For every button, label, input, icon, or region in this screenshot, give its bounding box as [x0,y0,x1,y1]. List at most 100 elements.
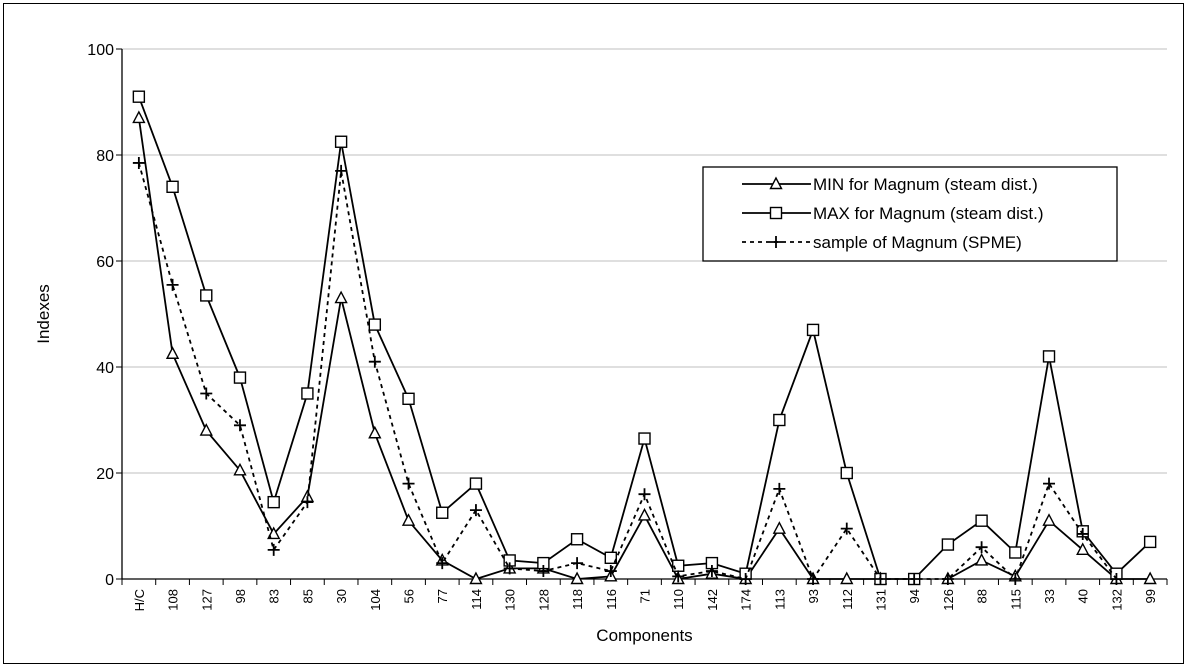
y-tick-label: 40 [96,360,114,377]
data-point [334,135,348,148]
data-point [773,482,786,495]
x-tick-label: 113 [772,589,787,610]
x-tick-label: 85 [300,589,315,603]
data-point [840,522,853,535]
data-point [672,570,685,583]
x-tick-label: 142 [705,589,720,611]
x-tick-label: 127 [199,589,214,611]
data-point [233,371,247,384]
data-point [267,543,280,556]
data-point [1009,546,1022,559]
x-tick-label: 98 [233,589,248,603]
data-point [368,355,381,368]
x-tick-label: 104 [368,589,383,611]
data-point [1143,535,1157,549]
data-point [1076,542,1090,556]
y-tick-labels: 0 20 40 60 80 100 [87,42,114,589]
data-point [200,387,213,400]
x-tick-label: 40 [1076,589,1091,603]
data-point [368,318,382,331]
y-tick-label: 100 [87,42,114,59]
data-point [165,346,180,359]
data-point [874,573,887,585]
data-point [941,538,955,551]
x-tick-label: 112 [840,589,855,610]
y-tick-label: 60 [96,254,114,271]
data-point [401,513,416,526]
x-tick-label: 108 [166,589,181,611]
x-tick-labels: H/C 108 127 98 83 85 30 104 56 77 114 130 128 118 116 7… [132,589,1158,611]
legend-marker [769,206,783,220]
x-tick-label: 30 [334,589,349,603]
x-axis-title: Components [596,626,692,645]
y-tick-label: 0 [105,572,114,589]
data-point [974,552,989,566]
data-point [975,541,988,554]
legend-label: sample of Magnum (SPME) [813,233,1022,252]
data-point [941,573,954,585]
series-line [137,162,1118,581]
data-point [975,514,988,527]
data-point [840,466,853,480]
legend-marker [770,236,782,248]
data-point [739,573,752,585]
data-point [638,432,651,445]
data-point [1143,571,1157,585]
data-point [773,413,786,427]
data-point [1110,573,1123,585]
x-tick-label: 110 [671,589,686,610]
legend-marker [769,176,783,190]
series-square [132,90,1157,586]
x-tick-label: 88 [975,589,990,603]
axes [121,49,1168,585]
data-point [402,392,415,405]
legend-label: MAX for Magnum (steam dist.) [813,204,1044,223]
data-point [806,323,820,337]
x-tick-label: 131 [873,589,888,611]
data-point [537,565,550,578]
data-point [199,423,213,436]
data-point [436,557,449,570]
data-point [132,156,145,169]
data-point [267,495,280,509]
data-point [335,164,348,177]
x-tick-label: 114 [469,589,484,610]
x-tick-label: 56 [402,589,417,603]
x-tick-label: 126 [941,589,956,611]
x-tick-label: 130 [503,589,518,611]
data-point [1076,527,1089,540]
data-point [132,110,146,124]
x-tick-label: 128 [536,589,551,611]
x-tick-label: 174 [739,589,754,611]
data-point [638,488,651,501]
data-point [604,551,617,564]
data-point [267,526,281,540]
data-point [1042,513,1056,526]
x-tick-label: 77 [435,589,450,603]
legend-item: MIN for Magnum (steam dist.) [742,175,1038,194]
chart-frame [3,3,1184,664]
legend-label: MIN for Magnum (steam dist.) [813,175,1038,194]
data-point [200,289,213,302]
data-point [166,278,179,291]
y-tick-label: 80 [96,148,114,165]
x-tick-label: 83 [267,589,282,603]
data-point [301,387,314,400]
x-tick-label: 116 [604,589,619,610]
x-tick-label: 115 [1008,589,1023,610]
data-point [570,571,584,585]
data-point [436,506,449,519]
data-point [469,504,482,517]
x-tick-label: 94 [907,589,922,603]
data-point [166,180,179,194]
data-point [334,290,348,304]
data-point [570,533,584,546]
legend: MIN for Magnum (steam dist.) MAX for Magn… [702,166,1118,262]
x-tick-label: H/C [132,589,147,611]
series-plus [132,156,1123,585]
data-point [908,573,921,585]
data-point [503,562,516,575]
data-point [807,573,820,585]
data-point [840,571,854,585]
data-point [368,425,382,439]
